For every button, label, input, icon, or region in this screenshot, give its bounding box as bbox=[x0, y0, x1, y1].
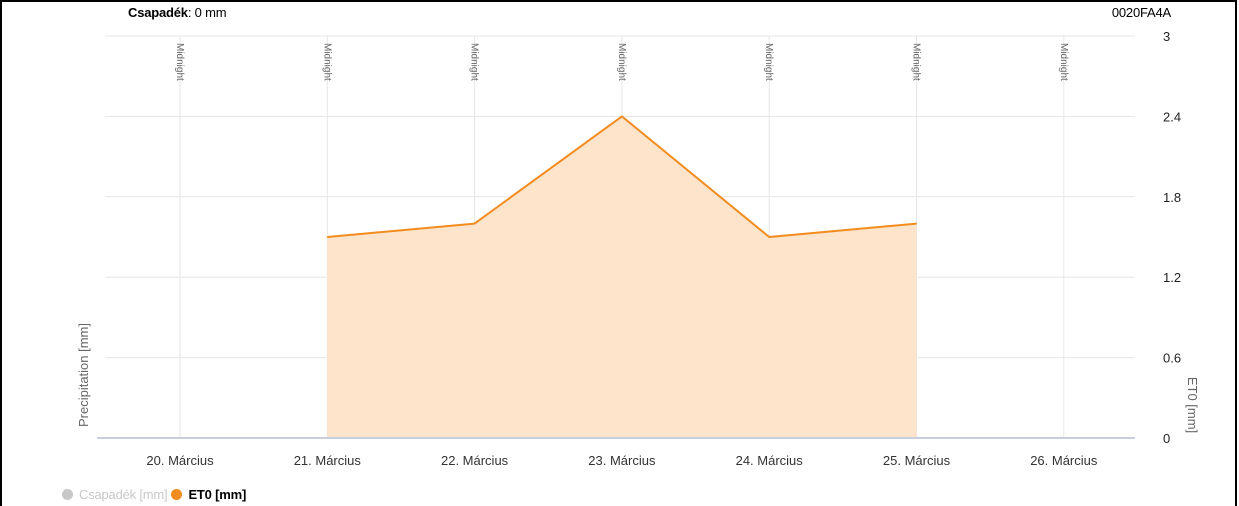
device-id: 0020FA4A bbox=[1111, 5, 1171, 20]
midnight-label: Midnight bbox=[469, 43, 480, 81]
chart-legend: Csapadék [mm] ET0 [mm] bbox=[62, 487, 246, 502]
midnight-label: Midnight bbox=[616, 43, 627, 81]
axis-labels: 0 0.6 1.2 1.8 2.4 3 Midnight 20. Március Midnigh… bbox=[76, 29, 1200, 468]
midnight-label: Midnight bbox=[174, 43, 185, 81]
y-axis-title-left: Precipitation [mm] bbox=[76, 323, 91, 427]
et0-point bbox=[768, 236, 770, 238]
y-tick-label-right: 2.4 bbox=[1163, 109, 1181, 124]
midnight-label: Midnight bbox=[911, 43, 922, 81]
et0-point bbox=[326, 236, 328, 238]
legend-dot-precipitation bbox=[62, 489, 73, 500]
et0-chart: 0 0.6 1.2 1.8 2.4 3 Midnight 20. Március Midnigh… bbox=[76, 29, 1200, 468]
midnight-label: Midnight bbox=[321, 43, 332, 81]
et0-series bbox=[326, 115, 917, 439]
y-tick-label-right: 1.2 bbox=[1163, 270, 1181, 285]
et0-area-fill bbox=[327, 116, 917, 439]
x-tick-label: 21. Március bbox=[294, 453, 362, 468]
y-tick-label-right: 0.6 bbox=[1163, 351, 1181, 366]
legend-item-et0[interactable]: ET0 [mm] bbox=[171, 487, 246, 502]
y-axis-title-right: ET0 [mm] bbox=[1185, 377, 1200, 433]
et0-point bbox=[621, 115, 623, 117]
precipitation-summary-label: Csapadék bbox=[128, 5, 188, 20]
precipitation-summary: Csapadék: 0 mm bbox=[128, 5, 227, 20]
x-tick-label: 23. Március bbox=[588, 453, 656, 468]
legend-dot-et0 bbox=[171, 489, 183, 500]
legend-label-precipitation: Csapadék [mm] bbox=[79, 487, 168, 502]
midnight-label: Midnight bbox=[1058, 43, 1069, 81]
x-tick-label: 24. Március bbox=[736, 453, 804, 468]
midnight-label: Midnight bbox=[763, 43, 774, 81]
et0-point bbox=[474, 223, 476, 225]
legend-label-et0: ET0 [mm] bbox=[188, 487, 247, 502]
y-tick-label-right: 3 bbox=[1163, 29, 1170, 44]
y-tick-label-right: 1.8 bbox=[1163, 190, 1181, 205]
x-tick-label: 20. Március bbox=[146, 453, 214, 468]
x-tick-label: 26. Március bbox=[1030, 453, 1098, 468]
legend-item-precipitation[interactable]: Csapadék [mm] bbox=[62, 487, 168, 502]
et0-point bbox=[916, 223, 917, 225]
x-tick-label: 25. Március bbox=[883, 453, 951, 468]
y-tick-label-right: 0 bbox=[1163, 431, 1170, 446]
x-tick-label: 22. Március bbox=[441, 453, 509, 468]
precipitation-summary-value: : 0 mm bbox=[187, 5, 227, 20]
